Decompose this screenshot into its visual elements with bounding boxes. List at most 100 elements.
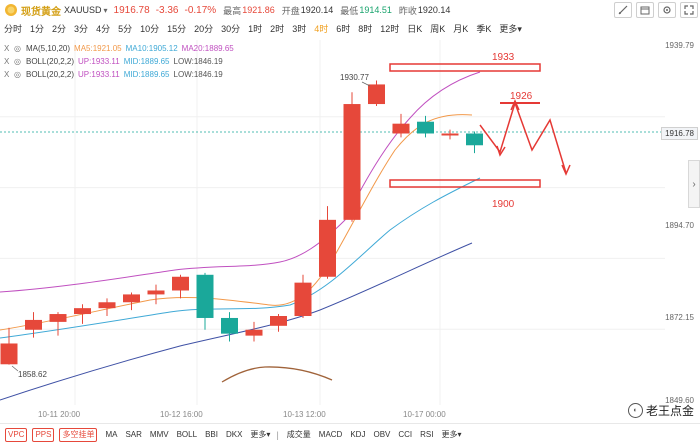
period-tab[interactable]: 6时 xyxy=(336,24,351,34)
indicator-tab[interactable]: RSI xyxy=(420,430,434,439)
indicator-value: UP:1933.11 xyxy=(78,57,120,66)
toggle-visibility-icon[interactable]: ◎ xyxy=(14,57,21,66)
candle-body xyxy=(343,104,361,220)
period-tab[interactable]: 4时 xyxy=(314,24,329,34)
period-tab[interactable]: 8时 xyxy=(358,24,373,34)
indicator-tab[interactable]: 成交量 xyxy=(286,430,311,439)
period-tab[interactable]: 15分 xyxy=(167,24,187,34)
prev-close-value: 1920.14 xyxy=(417,5,451,15)
settings-icon[interactable] xyxy=(658,2,676,18)
period-tab[interactable]: 5分 xyxy=(118,24,133,34)
indicator-tab[interactable]: DKX xyxy=(225,430,243,439)
indicator-name[interactable]: MA(5,10,20) xyxy=(26,44,71,53)
indicator-tab[interactable]: SAR xyxy=(125,430,142,439)
instrument-symbol[interactable]: XAUUSD xyxy=(64,5,102,15)
price-axis-label: 1894.70 xyxy=(665,221,694,230)
wechat-icon: ◐ xyxy=(627,403,643,418)
period-tab[interactable]: 1时 xyxy=(248,24,263,34)
indicator-row: X ◎ BOLL(20,2,2) UP:1933.11 MID:1889.65 LOW:1… xyxy=(4,55,238,68)
candle-body xyxy=(123,294,140,303)
draw-tool-icon[interactable] xyxy=(614,2,632,18)
boll-upper-line xyxy=(0,71,481,293)
period-tab[interactable]: 30分 xyxy=(221,24,241,34)
low-value: 1914.51 xyxy=(359,5,392,15)
candle-body xyxy=(147,290,165,295)
period-tab[interactable]: 20分 xyxy=(194,24,214,34)
period-tab[interactable]: 更多▾ xyxy=(499,24,522,34)
indicator-tab[interactable]: MA xyxy=(105,430,118,439)
period-tab[interactable]: 日K xyxy=(407,24,423,34)
indicator-name[interactable]: BOLL(20,2,2) xyxy=(26,57,75,66)
level-label-1933: 1933 xyxy=(492,52,515,63)
low-marker-line xyxy=(11,365,19,372)
footer-button[interactable]: VPC xyxy=(5,427,28,442)
candle-body xyxy=(466,133,483,146)
period-tab[interactable]: 12时 xyxy=(380,24,400,34)
candle-body xyxy=(172,276,189,291)
price-axis-label: 1872.15 xyxy=(665,313,694,322)
toggle-visibility-icon[interactable]: ◎ xyxy=(14,70,21,79)
watermark-text: 老王点金 xyxy=(645,404,694,418)
candle-body xyxy=(74,308,91,315)
price-axis-label: 1849.60 xyxy=(665,396,694,405)
high-value: 1921.86 xyxy=(242,5,275,15)
footer-toolbar: VPC PPS 多空挂单 MA SAR MMV BOLL BBI DKX 更多▾ | 成交量 MACD K… xyxy=(0,423,700,445)
time-axis-label: 10-17 00:00 xyxy=(403,410,446,419)
expand-panel-button[interactable]: › xyxy=(688,160,700,208)
indicator-lines xyxy=(0,71,481,401)
open-label: 开盘 xyxy=(281,5,300,16)
price-change: -3.36 xyxy=(155,4,179,16)
footer-button[interactable]: 多空挂单 xyxy=(59,427,98,442)
footer-button[interactable]: PPS xyxy=(32,427,55,442)
ma10-line xyxy=(0,177,481,339)
period-tab[interactable]: 10分 xyxy=(140,24,160,34)
period-tab[interactable]: 2分 xyxy=(52,24,67,34)
indicator-row: X ◎ MA(5,10,20) MA5:1921.05 MA10:1905.12 MA20… xyxy=(4,42,238,55)
instrument-name[interactable]: 现货黄金 xyxy=(21,6,61,18)
indicator-row: X ◎ BOLL(20,2,2) UP:1933.11 MID:1889.65 LOW:1… xyxy=(4,68,238,81)
calendar-icon[interactable] xyxy=(636,2,654,18)
indicator-tab[interactable]: MMV xyxy=(149,430,169,439)
indicator-tab[interactable]: OBV xyxy=(373,430,391,439)
remove-indicator-icon[interactable]: X xyxy=(4,44,10,53)
indicator-legend: X ◎ MA(5,10,20) MA5:1921.05 MA10:1905.12 MA20… xyxy=(4,42,238,81)
chevron-down-icon[interactable]: ▾ xyxy=(103,5,108,15)
period-tab[interactable]: 4分 xyxy=(96,24,111,34)
remove-indicator-icon[interactable]: X xyxy=(4,70,10,79)
candle-body xyxy=(49,314,67,322)
toggle-visibility-icon[interactable]: ◎ xyxy=(14,44,21,53)
period-tab[interactable]: 3时 xyxy=(292,24,307,34)
period-tab[interactable]: 月K xyxy=(453,24,469,34)
indicator-tab[interactable]: 更多▾ xyxy=(250,430,271,439)
indicator-tab[interactable]: KDJ xyxy=(350,430,366,439)
forecast-path xyxy=(479,100,567,174)
period-tab[interactable]: 季K xyxy=(476,24,492,34)
indicator-tab[interactable]: MACD xyxy=(318,430,343,439)
period-tab[interactable]: 1分 xyxy=(30,24,45,34)
high-marker-label: 1930.77 xyxy=(340,73,369,82)
period-tab[interactable]: 2时 xyxy=(270,24,285,34)
period-tab[interactable]: 分时 xyxy=(4,24,23,34)
period-selector: 分时 1分 2分 3分 4分 5分 10分 15分 20分 30分 1时 2时 3时 4时 6时 8时 12时日… xyxy=(4,22,530,35)
indicator-tab[interactable]: CCI xyxy=(398,430,413,439)
fullscreen-icon[interactable] xyxy=(680,2,698,18)
indicator-value: UP:1933.11 xyxy=(78,70,120,79)
indicator-tab[interactable]: BBI xyxy=(205,430,218,439)
period-tab[interactable]: 3分 xyxy=(74,24,89,34)
candle-body xyxy=(319,219,336,277)
indicator-value: LOW:1846.19 xyxy=(173,70,223,79)
open-value: 1920.14 xyxy=(300,5,334,15)
candle-body xyxy=(270,316,287,326)
indicator-tab[interactable]: BOLL xyxy=(176,430,198,439)
candle-body xyxy=(294,282,312,317)
indicator-name[interactable]: BOLL(20,2,2) xyxy=(26,70,75,79)
level-label-1900: 1900 xyxy=(492,199,515,210)
low-label: 最低 xyxy=(340,5,359,16)
time-axis-label: 10-13 12:00 xyxy=(283,410,326,419)
indicator-tab[interactable]: 更多▾ xyxy=(441,430,462,439)
period-tab[interactable]: 周K xyxy=(430,24,446,34)
remove-indicator-icon[interactable]: X xyxy=(4,57,10,66)
arrow-head xyxy=(496,145,506,157)
indicator-value: MA20:1889.65 xyxy=(181,44,234,53)
